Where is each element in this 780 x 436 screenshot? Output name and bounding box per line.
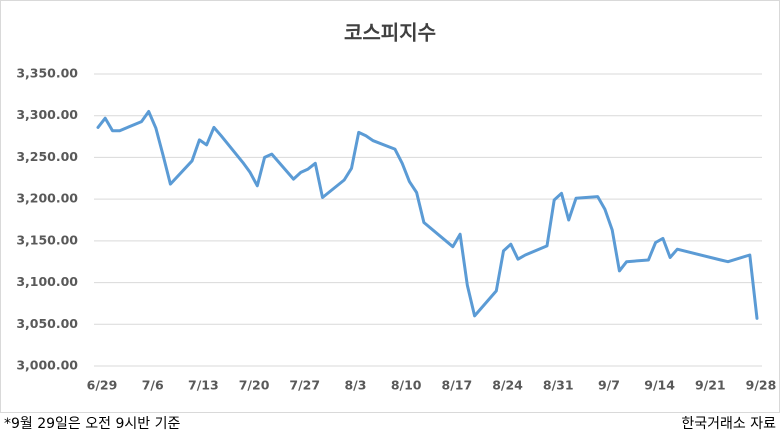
x-tick-label: 8/31 [543, 378, 574, 393]
y-tick-label: 3,350.00 [16, 66, 78, 81]
x-tick-label: 8/10 [391, 378, 422, 393]
x-tick-label: 7/13 [188, 378, 219, 393]
chart-title: 코스피지수 [344, 21, 436, 45]
y-tick-label: 3,000.00 [16, 358, 78, 373]
data-line [96, 110, 759, 320]
y-tick-label: 3,150.00 [16, 232, 78, 247]
source: 한국거래소 자료 [681, 416, 776, 432]
y-tick-label: 3,100.00 [16, 274, 78, 289]
x-tick-label: 9/28 [746, 378, 777, 393]
y-tick-label: 3,300.00 [16, 107, 78, 122]
x-tick-label: 9/14 [644, 378, 675, 393]
y-tick-label: 3,200.00 [16, 191, 78, 206]
x-tick-label: 7/20 [239, 378, 270, 393]
x-tick-label: 6/29 [87, 378, 118, 393]
x-tick-label: 7/6 [142, 378, 164, 393]
footnote: *9월 29일은 오전 9시반 기준 [4, 416, 180, 432]
x-tick-label: 8/17 [442, 378, 473, 393]
x-tick-label: 7/27 [289, 378, 320, 393]
y-tick-label: 3,250.00 [16, 149, 78, 164]
y-tick-label: 3,050.00 [16, 316, 78, 331]
x-tick-label: 8/24 [492, 378, 523, 393]
chart-frame [0, 0, 780, 413]
x-tick-label: 9/7 [598, 378, 620, 393]
x-tick-label: 8/3 [344, 378, 366, 393]
x-tick-label: 9/21 [695, 378, 726, 393]
